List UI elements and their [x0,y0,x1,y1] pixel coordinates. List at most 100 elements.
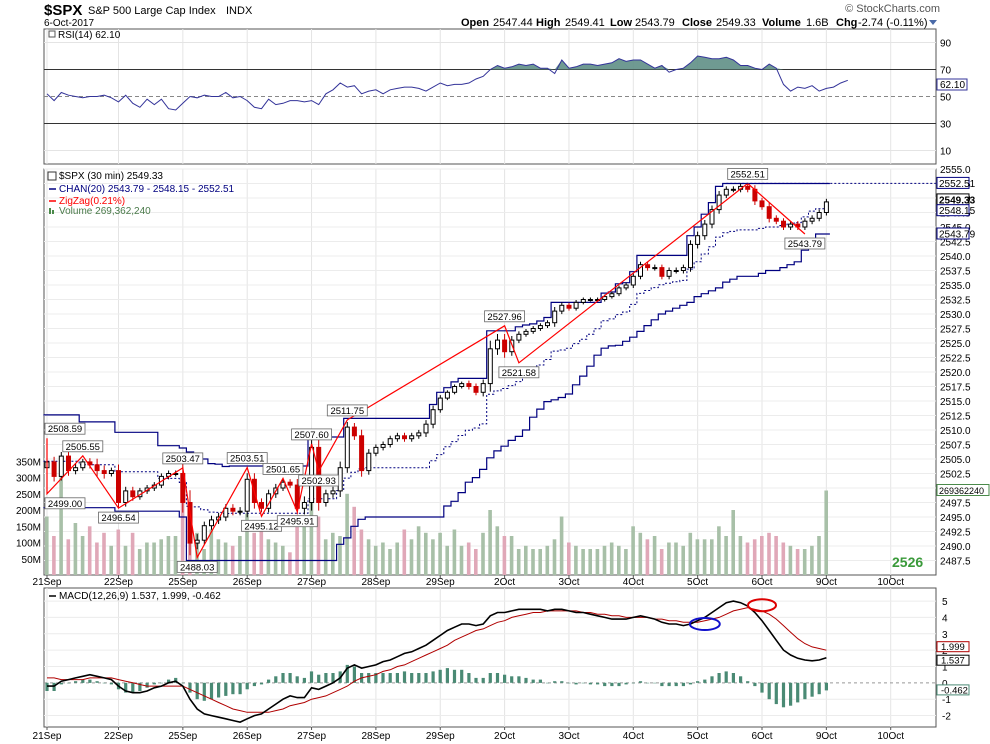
candle-body [788,223,794,228]
zigzag-label: 2495.91 [276,515,318,528]
macd-histogram-bar [174,677,178,683]
macd-histogram-bar [181,682,185,684]
candle-body [437,397,443,411]
volume-bar [352,506,356,576]
macd-tick-label: 5 [942,597,948,608]
volume-bar [80,536,85,575]
volume-value: 1.6B [806,17,829,29]
macd-histogram-bar [66,682,71,684]
candle [666,267,672,280]
dropdown-arrow-icon[interactable] [929,20,937,25]
candle [430,405,436,429]
volume-bar [516,549,521,575]
zigzag-label: 2543.79 [784,237,826,250]
chart-header: $SPX S&P 500 Large Cap Index INDX © Stoc… [44,2,940,29]
volume-bar [52,536,56,575]
macd-histogram-bar [381,673,385,683]
volume-bar [659,549,664,575]
price-tick-label: 2527.5 [940,325,971,336]
price-right-label-box [936,204,970,217]
volume-bar [488,510,492,575]
macd-histogram-bar [495,673,500,683]
volume-bar [574,545,578,576]
candle [94,458,100,477]
candle [680,264,686,274]
candle-body [559,304,565,312]
candle [209,515,214,530]
zigzag-line [46,182,806,560]
candle-body [51,461,57,477]
volume-bar [509,536,514,575]
volume-bar [424,532,428,576]
open-label: Open [461,17,489,29]
zigzag-label-box [98,511,139,524]
macd-right-label-box [936,654,970,666]
macd-histogram-bar [124,682,128,693]
candle [552,307,558,327]
price-axis: 2487.52490.02492.52495.02497.52500.02502… [940,165,971,568]
volume-bar [59,477,63,575]
volume-bar [702,539,707,576]
macd-right-labels: 1.999 1.537 -0.462 [936,641,970,696]
macd-histogram-bar [202,682,206,701]
volume-bar [538,549,542,575]
candle [201,521,207,545]
macd-histogram-bar [767,682,771,700]
zigzag-label: 2503.47 [162,452,204,465]
volume-bar [731,510,735,575]
volume-bar [588,549,592,575]
zigzag-label-box [62,440,104,453]
candle-body [58,455,64,477]
volume-bar [259,529,264,575]
low-value: 2543.79 [635,17,675,29]
macd-histogram-bar [688,682,693,685]
price-panel: 2508.59 2499.00 2505.55 2496.54 2503.47 2488.… [16,165,990,588]
x-tick-label: 26Sep [233,577,262,588]
volume-label: Volume [762,17,801,29]
candle-body [623,284,629,289]
volume-bar [824,490,828,575]
macd-histogram-bar [209,682,214,700]
volume-bar [109,545,113,576]
macd-histogram-bar [281,673,285,683]
volume-bar [495,526,500,576]
candle-body [294,484,300,509]
candle-body [73,467,79,472]
candle-body [630,275,636,286]
candle-body [688,243,693,269]
zigzag-label-text: 2495.91 [280,517,314,528]
candle-body [280,481,286,489]
candle-body [323,493,329,503]
zigzag-label-box [262,462,304,475]
macd-histogram-bar [188,682,192,693]
candle-body [773,217,779,222]
candle [80,458,86,471]
x-tick-label: 25Sep [168,731,197,742]
zigzag-label-box [176,561,218,573]
zigzag-label-text: 2495.12 [244,521,278,532]
volume-bar [223,542,228,575]
candle-body [416,432,422,437]
volume-bar [481,532,485,576]
volume-bar [159,539,163,576]
candle-body [423,423,429,434]
macd-histogram-bar [410,673,414,683]
macd-histogram-bar [195,682,199,700]
volume-bar [137,549,142,575]
macd-tick-label: 1 [942,662,948,673]
volume-bar [466,542,471,575]
candle [244,473,250,518]
price-tick-label: 2517.5 [940,383,971,394]
bearish-crossover-highlight [747,598,777,613]
zigzag-label-box [162,452,204,465]
price-right-label-mid: 2548.15 [936,204,976,217]
candle-body [230,507,236,512]
candle-body [487,348,493,385]
price-tick-label: 2487.5 [940,557,971,568]
macd-histogram-bar [703,679,707,683]
candle-body [373,446,379,454]
zigzag-label-box [44,422,86,435]
rsi-current-box [936,78,968,91]
volume-bar [173,536,178,575]
